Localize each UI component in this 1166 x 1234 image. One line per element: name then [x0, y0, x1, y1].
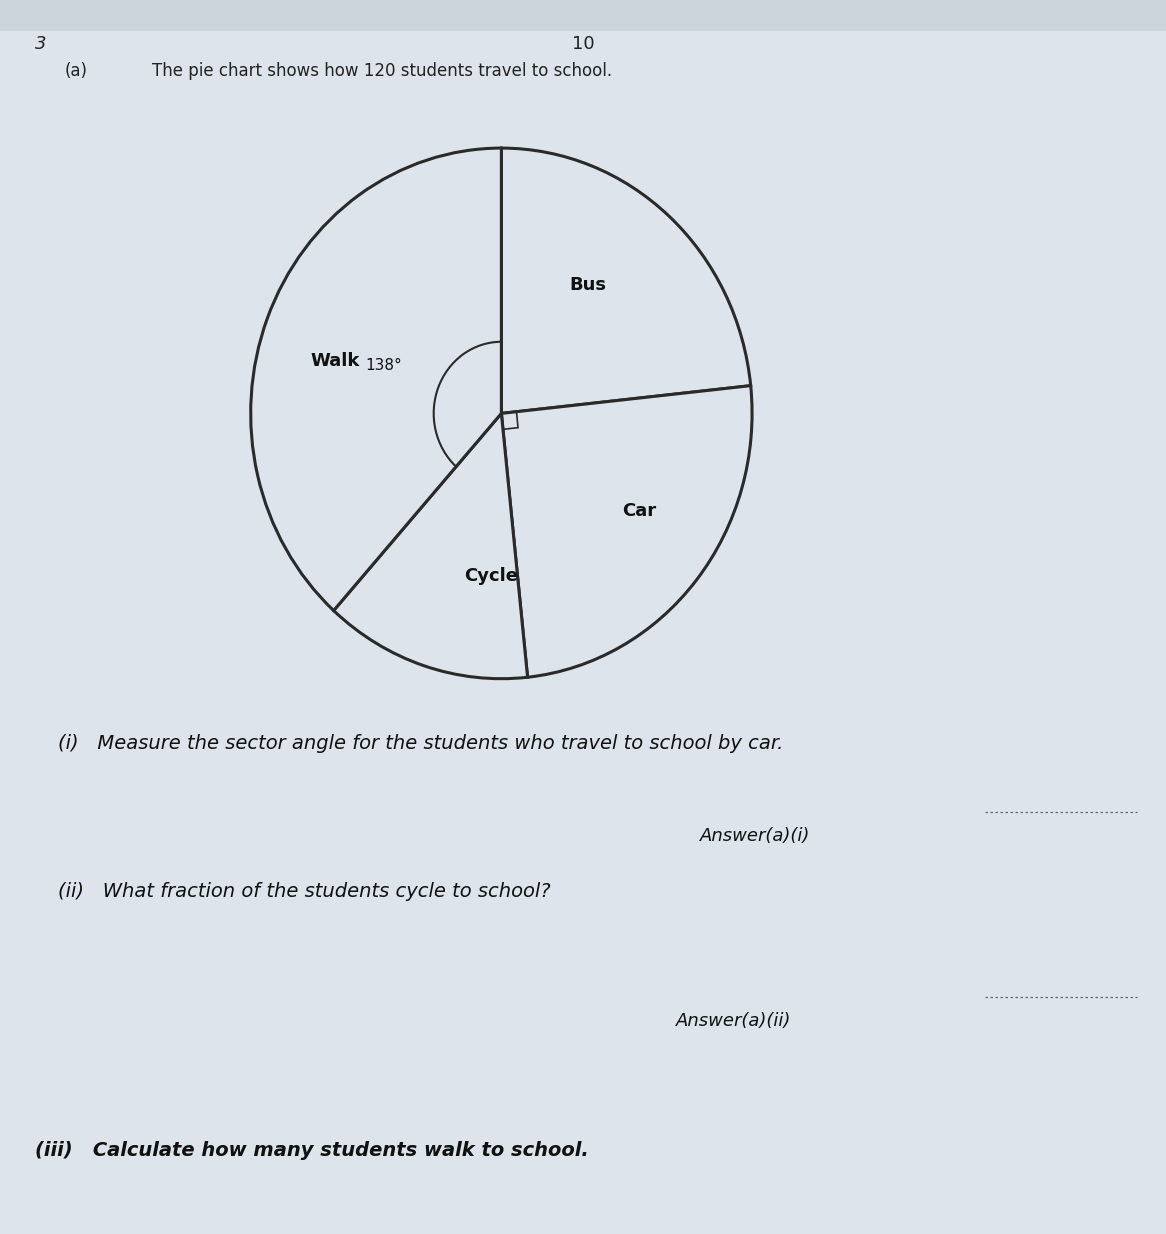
Wedge shape — [501, 386, 752, 677]
Wedge shape — [501, 148, 751, 413]
Text: 138°: 138° — [365, 358, 402, 373]
Text: 3: 3 — [35, 35, 47, 53]
Text: (ii)   What fraction of the students cycle to school?: (ii) What fraction of the students cycle… — [58, 882, 550, 901]
Text: Car: Car — [623, 502, 656, 520]
Text: Bus: Bus — [569, 276, 606, 294]
Text: The pie chart shows how 120 students travel to school.: The pie chart shows how 120 students tra… — [152, 62, 612, 80]
Text: (a): (a) — [64, 62, 87, 80]
Text: Cycle: Cycle — [464, 566, 518, 585]
Wedge shape — [251, 148, 501, 611]
Text: Answer(a)(i): Answer(a)(i) — [700, 827, 810, 845]
Text: (iii)   Calculate how many students walk to school.: (iii) Calculate how many students walk t… — [35, 1141, 589, 1160]
Text: (i)   Measure the sector angle for the students who travel to school by car.: (i) Measure the sector angle for the stu… — [58, 734, 784, 753]
Wedge shape — [333, 413, 527, 679]
Text: Walk: Walk — [310, 352, 360, 370]
Text: Answer(a)(ii): Answer(a)(ii) — [676, 1012, 792, 1030]
Text: 10: 10 — [571, 35, 595, 53]
FancyBboxPatch shape — [0, 31, 1166, 1234]
